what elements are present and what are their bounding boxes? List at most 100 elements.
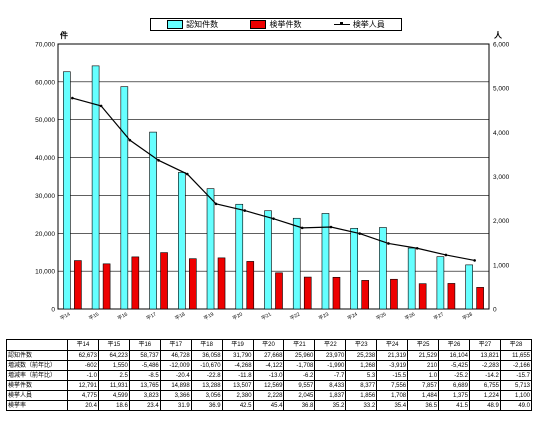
table-column-header: 平27	[468, 339, 501, 351]
bar-recognized	[350, 227, 359, 310]
table-column-header: 平19	[221, 339, 254, 351]
table-column-header: 平24	[376, 339, 409, 351]
table-cell: -15.7	[499, 370, 533, 381]
right-axis-unit: 人	[494, 31, 502, 40]
table-column-header: 平28	[499, 339, 533, 351]
bar-arrested-cases	[102, 263, 111, 310]
table-cell: 7,857	[407, 380, 440, 391]
point-arrested-persons	[71, 96, 74, 100]
y-right-tick-label: 4,000	[493, 130, 510, 137]
bar-arrested-cases	[131, 256, 140, 310]
x-tick-label: 平15	[88, 311, 100, 322]
table-cell: 49.0	[499, 400, 533, 411]
table-cell: 11,655	[499, 350, 533, 361]
table-cell: -20.4	[159, 370, 192, 381]
table-cell: 1,837	[314, 390, 347, 401]
table-cell: 1,856	[345, 390, 378, 401]
bar-arrested-cases	[303, 276, 312, 310]
table-cell: -22.8	[190, 370, 223, 381]
bar-arrested-cases	[476, 287, 484, 310]
table-cell: -1.0	[67, 370, 99, 381]
table-cell: -5,486	[128, 360, 161, 371]
table-cell: -1,708	[283, 360, 316, 371]
table-cell: 6,755	[468, 380, 501, 391]
table-row: 検挙人員 4,775 4,599 3,823 3,366 3,056 2,380 2,228 2…	[6, 390, 533, 401]
table-cell: 13,288	[190, 380, 223, 391]
table-cell: 11,931	[97, 380, 130, 391]
point-arrested-persons	[99, 104, 103, 108]
table-row-label: 検挙人員	[6, 390, 68, 401]
table-cell: 31,790	[221, 350, 254, 361]
x-tick-label: 平23	[318, 311, 330, 322]
table-cell: 35.4	[376, 400, 409, 411]
table-cell: 20.4	[67, 400, 99, 411]
table-cell: -14.2	[468, 370, 501, 381]
table-cell: -12,009	[159, 360, 192, 371]
table-cell: 33.2	[345, 400, 378, 411]
table-header-row: 平14 平15 平16 平17 平18 平19 平20 平21 平22 平23 平24 平25 平26 平…	[6, 339, 533, 351]
y-right-tick-label: 5,000	[493, 86, 510, 93]
table-cell: 1,375	[438, 390, 470, 401]
point-arrested-persons	[214, 202, 218, 206]
y-left-tick-label: 40,000	[35, 155, 55, 162]
table-cell: 27,668	[252, 350, 285, 361]
table-cell: 2.5	[97, 370, 130, 381]
x-tick-label: 平22	[289, 311, 301, 322]
bar-recognized	[149, 131, 157, 310]
table-cell: 13,507	[221, 380, 254, 391]
chart-area: 0 10,000 20,000 30,000 40,000 50,000 60,000 70,…	[35, 42, 510, 323]
y-right-tick-label: 3,000	[493, 174, 510, 181]
table-cell: 46,728	[159, 350, 192, 361]
bar-arrested-cases	[217, 257, 226, 310]
legend-item-arrested-persons: 検挙人員	[333, 19, 385, 30]
x-tick-label: 平28	[461, 311, 473, 322]
bar-arrested-cases	[189, 258, 197, 310]
bar-recognized	[91, 65, 100, 310]
legend-label-recognized: 認知件数	[186, 20, 219, 29]
bar-recognized	[407, 247, 416, 310]
legend-swatch-recognized	[167, 20, 184, 29]
table-row: 検挙率 20.4 18.6 23.4 31.9 36.9 42.5 45.4 36.8 35.2 3…	[6, 400, 533, 411]
legend-swatch-arrested-cases	[250, 20, 267, 29]
table-cell: -5,425	[438, 360, 470, 371]
bar-arrested-cases	[275, 272, 283, 310]
table-cell: 2,045	[283, 390, 316, 401]
point-arrested-persons	[243, 209, 247, 212]
point-arrested-persons	[272, 217, 275, 220]
table-cell: 5.3	[345, 370, 378, 381]
table-cell: -13.0	[252, 370, 285, 381]
y-left-tick-label: 30,000	[35, 193, 55, 200]
y-right-tick-label: 1,000	[493, 262, 510, 269]
table-column-header: 平20	[252, 339, 285, 351]
bar-recognized	[235, 203, 244, 310]
table-cell: 14,898	[159, 380, 192, 391]
table-cell: -7.7	[314, 370, 347, 381]
legend-label-arrested-cases: 検挙件数	[269, 20, 302, 29]
bar-recognized	[436, 256, 445, 310]
x-tick-label: 平19	[203, 311, 215, 322]
table-row: 増減数（前年比） -602 1,550 -5,486 -12,009 -10,670 -4,…	[6, 360, 533, 371]
table-cell: 25,238	[345, 350, 378, 361]
table-cell: 8,433	[314, 380, 347, 391]
table-cell: -3,919	[376, 360, 409, 371]
table-cell: 2,228	[252, 390, 285, 401]
bar-recognized	[63, 71, 71, 310]
bar-recognized	[120, 86, 129, 310]
table-cell: -2,166	[499, 360, 533, 371]
x-tick-label: 平18	[174, 311, 186, 322]
bar-arrested-cases	[418, 283, 427, 310]
point-arrested-persons	[444, 253, 448, 257]
table-row-label: 増減数（前年比）	[6, 360, 68, 371]
table-cell: -11.8	[221, 370, 254, 381]
bar-arrested-cases	[332, 276, 341, 310]
bar-recognized	[178, 172, 186, 310]
table-cell: 23,970	[314, 350, 347, 361]
bar-arrested-cases	[447, 283, 456, 310]
table-column-header: 平14	[67, 339, 99, 351]
point-arrested-persons	[128, 138, 132, 142]
table-cell: 4,775	[67, 390, 99, 401]
bar-arrested-cases	[361, 280, 370, 310]
table-cell: 31.9	[159, 400, 192, 411]
table-cell: 16,104	[438, 350, 470, 361]
x-tick-label: 平21	[260, 311, 272, 322]
